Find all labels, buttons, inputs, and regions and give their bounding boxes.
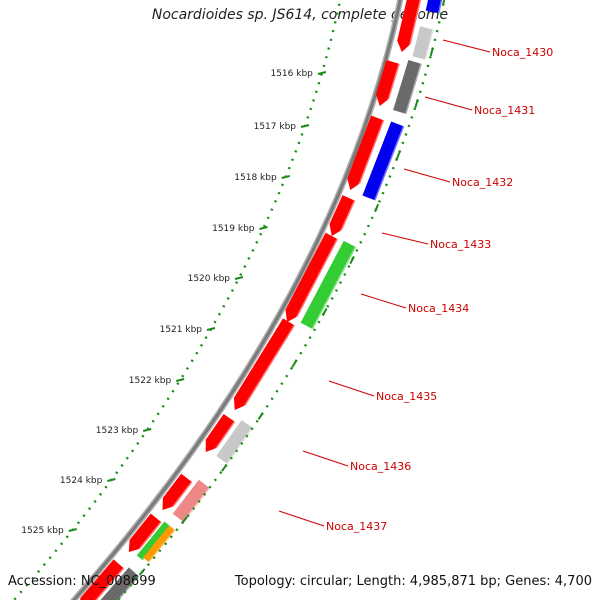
- gene-arrow: [162, 473, 194, 516]
- kbp-tick: [142, 428, 152, 432]
- kbp-label: 1522 kbp: [129, 376, 172, 386]
- inner-tick-track: [116, 0, 446, 600]
- gene-arrow: [285, 232, 340, 326]
- kbp-tick: [300, 124, 310, 128]
- gene-label-group: Noca_1430 Noca_1431 Noca_1432 Noca_1433 Noca…: [278, 39, 553, 533]
- gene-arrow: [393, 59, 424, 115]
- gene-arrow: [300, 240, 358, 330]
- kbp-label: 1523 kbp: [96, 426, 139, 436]
- gene-label-leader: [381, 232, 429, 245]
- gene-label-leader: [278, 510, 325, 527]
- backbone-shadow: [70, 0, 404, 600]
- gene-arrow: [425, 0, 446, 14]
- gene-arrow: [79, 559, 126, 600]
- gene-arrow: [397, 0, 425, 54]
- gene-arrow: [128, 513, 163, 558]
- inner-tick: [414, 99, 419, 109]
- kbp-tick: [206, 327, 216, 331]
- gene-arrow: [233, 318, 297, 415]
- gene-arrow: [347, 115, 386, 194]
- gene-label-leader: [302, 450, 349, 467]
- gene-label: Noca_1433: [430, 238, 491, 251]
- kbp-tick: [175, 378, 185, 382]
- kbp-tick: [68, 528, 77, 532]
- inner-tick: [442, 0, 446, 5]
- kbp-scale: 1516 kbp 1517 kbp 1518 kbp 1519 kbp 1520 kbp…: [21, 69, 327, 536]
- inner-tick: [429, 47, 434, 57]
- kbp-tick: [107, 478, 116, 482]
- gene-label-leader: [403, 168, 451, 183]
- inner-tick: [321, 308, 328, 316]
- inner-tick: [291, 360, 298, 368]
- gene-label: Noca_1435: [376, 390, 437, 403]
- gene-arrow: [362, 121, 406, 202]
- kbp-tick: [234, 276, 244, 280]
- kbp-label: 1516 kbp: [270, 69, 313, 79]
- kbp-label: 1517 kbp: [254, 122, 297, 132]
- inner-tick: [349, 255, 355, 265]
- inner-tick: [374, 203, 380, 213]
- inner-tick: [395, 151, 401, 161]
- map-title: Nocardioides sp. JS614, complete genome: [151, 7, 449, 23]
- gene-label: Noca_1430: [492, 46, 553, 59]
- gene-arrow: [412, 26, 436, 61]
- kbp-label: 1519 kbp: [212, 224, 255, 234]
- gene-label: Noca_1432: [452, 176, 513, 189]
- inner-tick: [138, 568, 146, 576]
- gene-label: Noca_1437: [326, 520, 387, 533]
- kbp-tick: [259, 226, 268, 230]
- gene-label: Noca_1431: [474, 104, 535, 117]
- inner-tick: [181, 516, 188, 524]
- gene-label: Noca_1434: [408, 302, 469, 315]
- kbp-label: 1524 kbp: [60, 476, 103, 486]
- kbp-label: 1518 kbp: [234, 173, 277, 183]
- inner-tick: [221, 464, 228, 472]
- gene-features: [79, 0, 446, 600]
- kbp-label: 1520 kbp: [188, 274, 231, 284]
- kbp-tick: [317, 71, 327, 75]
- kbp-label: 1525 kbp: [21, 526, 64, 536]
- kbp-label: 1521 kbp: [160, 325, 203, 335]
- accession-text: Accession: NC_008699: [8, 574, 156, 589]
- inner-dotted-track: [116, 0, 446, 600]
- genome-backbone: [70, 0, 404, 600]
- gene-label-leader: [442, 39, 491, 53]
- inner-tick: [257, 412, 264, 420]
- gene-label-leader: [360, 293, 407, 309]
- gene-arrow: [95, 567, 141, 600]
- kbp-tick: [281, 175, 290, 179]
- gene-arrow: [375, 59, 402, 109]
- genome-summary-text: Topology: circular; Length: 4,985,871 bp…: [234, 574, 592, 589]
- gene-label-leader: [328, 380, 375, 397]
- gene-label: Noca_1436: [350, 460, 411, 473]
- gene-arrow: [329, 195, 357, 240]
- backbone-line: [72, 0, 402, 600]
- gene-label-leader: [424, 96, 473, 111]
- gene-arrow: [205, 414, 237, 457]
